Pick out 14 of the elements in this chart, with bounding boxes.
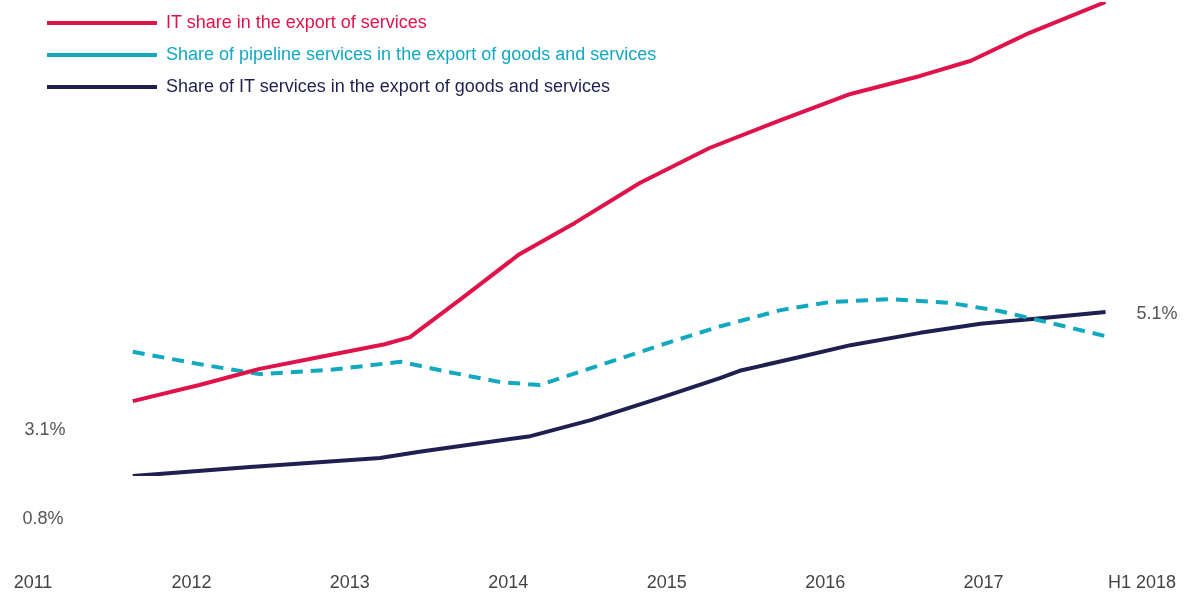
x-tick-label: 2014 xyxy=(488,571,529,592)
text: Share of pipeline services in the export of goods and services xyxy=(166,43,657,64)
x-tick-label: 2012 xyxy=(171,571,212,592)
x-tick-label: 2015 xyxy=(646,571,687,592)
text: IT share in the export of services xyxy=(166,11,427,32)
x-tick-label: 2016 xyxy=(805,571,846,592)
text: Share of IT services in the export of goods and services xyxy=(166,75,610,96)
x-tick-label: 2013 xyxy=(329,571,370,592)
text: 0.8% xyxy=(22,507,64,528)
x-tick-label: 2017 xyxy=(963,571,1004,592)
annotation: 3.1% xyxy=(24,418,66,439)
annotation: 5.1% xyxy=(1136,302,1178,323)
x-tick-label: H1 2018 xyxy=(1107,571,1177,592)
x-tick-label: 2011 xyxy=(13,571,53,592)
